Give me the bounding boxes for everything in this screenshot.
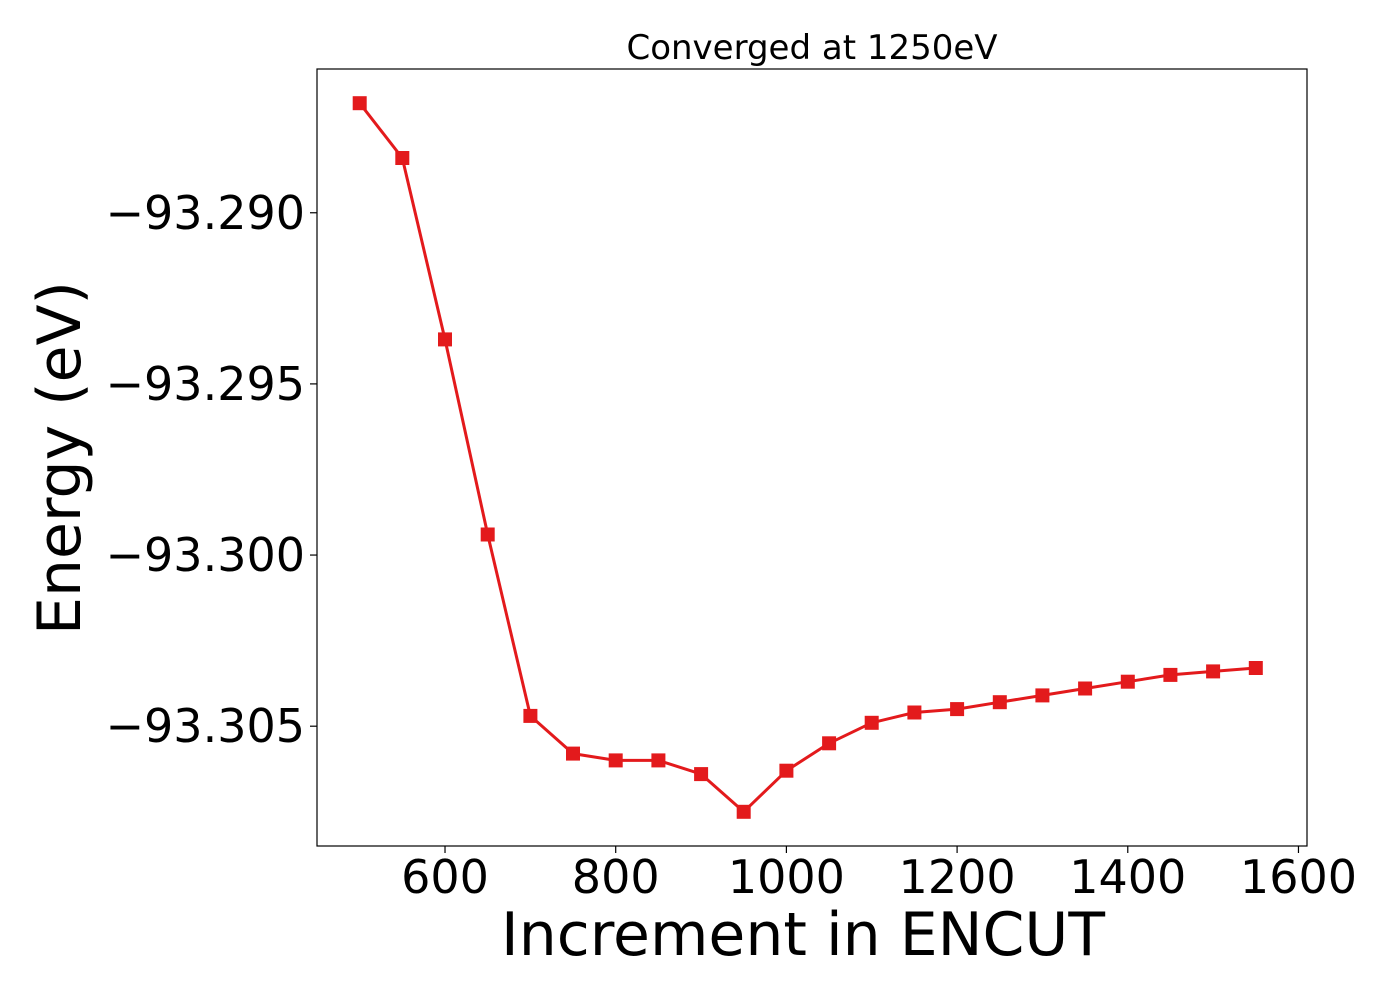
y-axis-label: Energy (eV) — [25, 281, 95, 635]
x-tick-label: 1000 — [728, 850, 845, 904]
data-point-marker — [907, 705, 922, 720]
data-point-marker — [1120, 674, 1135, 689]
x-tick-label: 800 — [572, 850, 660, 904]
data-point-marker — [523, 708, 538, 723]
x-tick-label: 600 — [401, 850, 489, 904]
data-point-marker — [395, 151, 410, 165]
y-tick-label: −93.300 — [106, 528, 306, 582]
data-point-marker — [651, 753, 666, 768]
chart-title: Converged at 1250eV — [626, 28, 997, 68]
data-point-marker — [480, 527, 495, 542]
series-line — [358, 102, 1256, 814]
data-point-marker — [864, 715, 879, 730]
data-point-marker — [779, 763, 794, 778]
data-point-marker — [438, 332, 452, 347]
x-axis-label: Increment in ENCUT — [501, 900, 1105, 970]
data-point-marker — [822, 736, 837, 751]
data-point-marker — [1163, 667, 1178, 682]
data-point-marker — [1206, 664, 1221, 679]
plot-frame — [316, 68, 1308, 847]
y-tick-label: −93.295 — [106, 357, 306, 411]
data-point-marker — [1035, 688, 1050, 703]
x-tick-label: 1600 — [1240, 850, 1357, 904]
data-point-marker — [1248, 661, 1263, 675]
y-tick-label: −93.305 — [106, 699, 306, 753]
data-point-marker — [352, 96, 367, 111]
data-point-marker — [694, 767, 709, 782]
data-point-marker — [736, 804, 751, 819]
data-point-marker — [566, 746, 580, 761]
data-point-marker — [1078, 681, 1093, 696]
plot-area: 600 800 1000 1200 1400 1600 −93.290 −93.295 −93.… — [106, 68, 1357, 904]
y-tick-label: −93.290 — [106, 186, 306, 240]
data-point-marker — [608, 753, 623, 768]
data-point-marker — [992, 695, 1007, 710]
x-tick-label: 1200 — [899, 850, 1016, 904]
data-point-marker — [950, 702, 965, 717]
x-tick-label: 1400 — [1069, 850, 1186, 904]
